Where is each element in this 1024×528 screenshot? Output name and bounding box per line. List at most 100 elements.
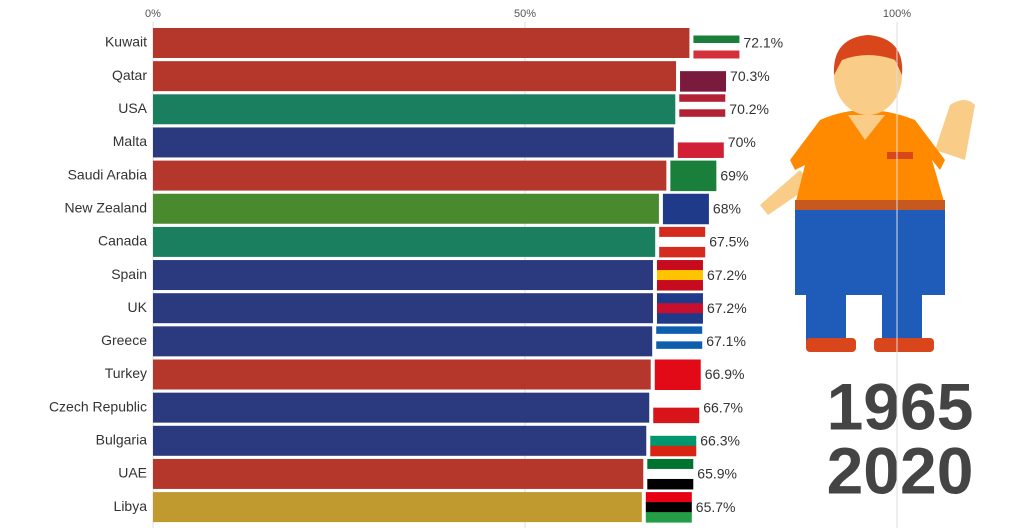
flag [680,61,727,92]
flag [679,94,726,125]
flag-stripe [693,43,740,51]
flag [656,260,703,291]
value-label: 67.2% [707,267,747,283]
value-label: 70.3% [730,68,770,84]
bar [153,492,642,523]
y-tick-label: Malta [113,133,147,149]
value-label: 65.7% [696,499,736,515]
bar [153,127,674,158]
flag-stripe [653,407,700,424]
value-label: 66.3% [700,433,740,449]
y-tick-label: Czech Republic [49,398,147,414]
flag-stripe [647,468,694,480]
flag-stripe [679,109,726,118]
flag-stripe [656,280,703,291]
y-tick-label: New Zealand [65,199,148,215]
flag [670,160,717,192]
y-tick-label: UAE [118,465,147,481]
flag-stripe [653,392,700,409]
flag [677,127,724,158]
flag [656,326,703,357]
bar [153,293,653,324]
x-tick-label: 50% [514,8,536,20]
y-tick-label: Libya [114,498,148,514]
flag-stripe [654,359,701,390]
value-label: 67.1% [706,333,746,349]
flag-stripe [677,127,724,143]
flag-stripe [645,502,692,513]
value-label: 67.5% [709,234,749,250]
flag-stripe [677,142,724,158]
flag-stripe [656,303,703,314]
flag [653,392,700,424]
bar [153,61,677,92]
bar [153,226,656,257]
y-tick-label: UK [128,299,148,315]
value-label: 70% [728,134,756,150]
flag-stripe [659,226,706,238]
value-label: 72.1% [743,35,783,51]
y-tick-label: USA [118,100,147,116]
flag [656,293,703,324]
value-label: 66.7% [703,399,743,415]
flag-stripe [662,193,709,225]
flag-stripe [647,458,694,470]
y-tick-label: Greece [101,332,147,348]
flag-stripe [656,260,703,271]
y-tick-label: Bulgaria [96,432,148,448]
illustration [760,35,975,352]
flag [645,492,692,523]
flag-stripe [679,116,726,125]
flag-stripe [656,348,703,357]
flag-stripe [679,101,726,110]
y-tick-label: Kuwait [105,34,147,50]
flag [693,28,740,59]
flag-stripe [693,28,740,36]
y-tick-label: Canada [98,233,147,249]
value-label: 67.2% [707,300,747,316]
flag-stripe [647,478,694,490]
flag-stripe [650,445,697,457]
flag-stripe [670,160,717,192]
value-label: 68% [713,200,741,216]
flag [650,425,697,457]
bar [153,359,651,390]
flag-stripe [656,313,703,324]
flag [654,359,701,390]
flag [647,458,694,490]
bar [153,425,647,456]
bar [153,160,667,191]
flag-stripe [650,425,697,437]
flag-stripe [656,333,703,342]
flag-stripe [680,71,727,82]
bar [153,392,650,423]
flag-stripe [656,341,703,350]
year-start: 1965 [827,369,974,443]
year-end: 2020 [827,433,974,507]
bar [153,260,653,291]
x-tick-label: 0% [145,8,161,20]
value-label: 69% [720,167,748,183]
flag-stripe [656,293,703,304]
y-tick-label: Turkey [105,365,147,381]
flag-stripe [659,246,706,258]
flag-stripe [680,81,727,92]
bar [153,193,659,224]
flag-stripe [693,50,740,59]
y-tick-label: Saudi Arabia [68,166,148,182]
x-tick-label: 100% [883,8,911,20]
value-label: 70.2% [729,101,769,117]
flag-stripe [656,326,703,335]
flag-stripe [680,61,727,72]
bar [153,28,690,58]
flag-stripe [659,236,706,248]
flag [659,226,706,258]
y-tick-label: Spain [111,266,147,282]
flag-stripe [650,435,697,447]
flag-stripe [645,492,692,503]
flag-stripe [679,94,726,103]
value-label: 65.9% [697,466,737,482]
flag-stripe [645,512,692,523]
flag-stripe [656,270,703,281]
